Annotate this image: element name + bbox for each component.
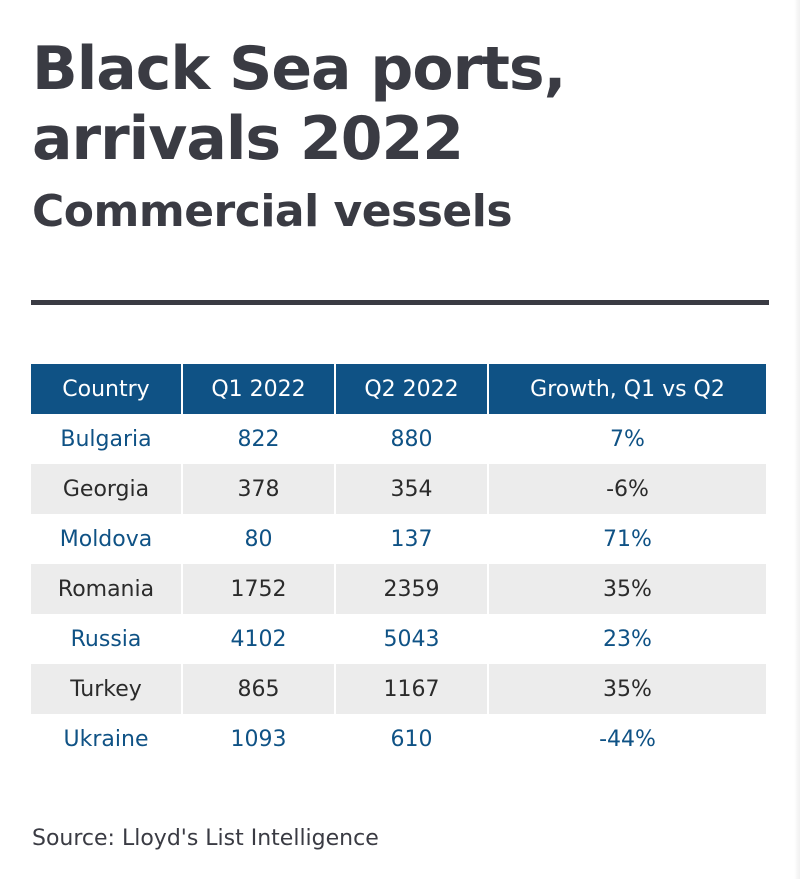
table-row: Romania 1752 2359 35% (31, 564, 766, 614)
page-edge-shadow (794, 0, 800, 879)
cell-growth: 7% (489, 414, 766, 464)
arrivals-table: Country Q1 2022 Q2 2022 Growth, Q1 vs Q2… (31, 364, 766, 764)
cell-country: Russia (31, 614, 183, 664)
title-line-1: Black Sea ports, (32, 34, 566, 104)
table-row: Bulgaria 822 880 7% (31, 414, 766, 464)
source-note: Source: Lloyd's List Intelligence (32, 826, 379, 851)
cell-country: Ukraine (31, 714, 183, 764)
page-title: Black Sea ports, arrivals 2022 (32, 34, 566, 174)
table-header-row: Country Q1 2022 Q2 2022 Growth, Q1 vs Q2 (31, 364, 766, 414)
cell-growth: -6% (489, 464, 766, 514)
table-row: Ukraine 1093 610 -44% (31, 714, 766, 764)
cell-q2: 137 (336, 514, 489, 564)
cell-growth: 23% (489, 614, 766, 664)
cell-growth: -44% (489, 714, 766, 764)
cell-q2: 2359 (336, 564, 489, 614)
cell-q2: 880 (336, 414, 489, 464)
cell-q2: 5043 (336, 614, 489, 664)
cell-growth: 35% (489, 564, 766, 614)
cell-q1: 1752 (183, 564, 336, 614)
column-header-country: Country (31, 364, 183, 414)
column-header-q2-2022: Q2 2022 (336, 364, 489, 414)
cell-country: Turkey (31, 664, 183, 714)
cell-growth: 71% (489, 514, 766, 564)
cell-q1: 1093 (183, 714, 336, 764)
cell-growth: 35% (489, 664, 766, 714)
cell-q1: 4102 (183, 614, 336, 664)
cell-q2: 1167 (336, 664, 489, 714)
cell-country: Moldova (31, 514, 183, 564)
cell-q2: 354 (336, 464, 489, 514)
title-divider (31, 300, 769, 305)
table-row: Moldova 80 137 71% (31, 514, 766, 564)
column-header-growth: Growth, Q1 vs Q2 (489, 364, 766, 414)
column-header-q1-2022: Q1 2022 (183, 364, 336, 414)
cell-q1: 865 (183, 664, 336, 714)
table-row: Turkey 865 1167 35% (31, 664, 766, 714)
cell-country: Bulgaria (31, 414, 183, 464)
title-line-2: arrivals 2022 (32, 104, 464, 174)
cell-q1: 80 (183, 514, 336, 564)
cell-q2: 610 (336, 714, 489, 764)
table-row: Georgia 378 354 -6% (31, 464, 766, 514)
cell-country: Georgia (31, 464, 183, 514)
cell-country: Romania (31, 564, 183, 614)
cell-q1: 822 (183, 414, 336, 464)
cell-q1: 378 (183, 464, 336, 514)
table-row: Russia 4102 5043 23% (31, 614, 766, 664)
page-subtitle: Commercial vessels (32, 186, 513, 237)
